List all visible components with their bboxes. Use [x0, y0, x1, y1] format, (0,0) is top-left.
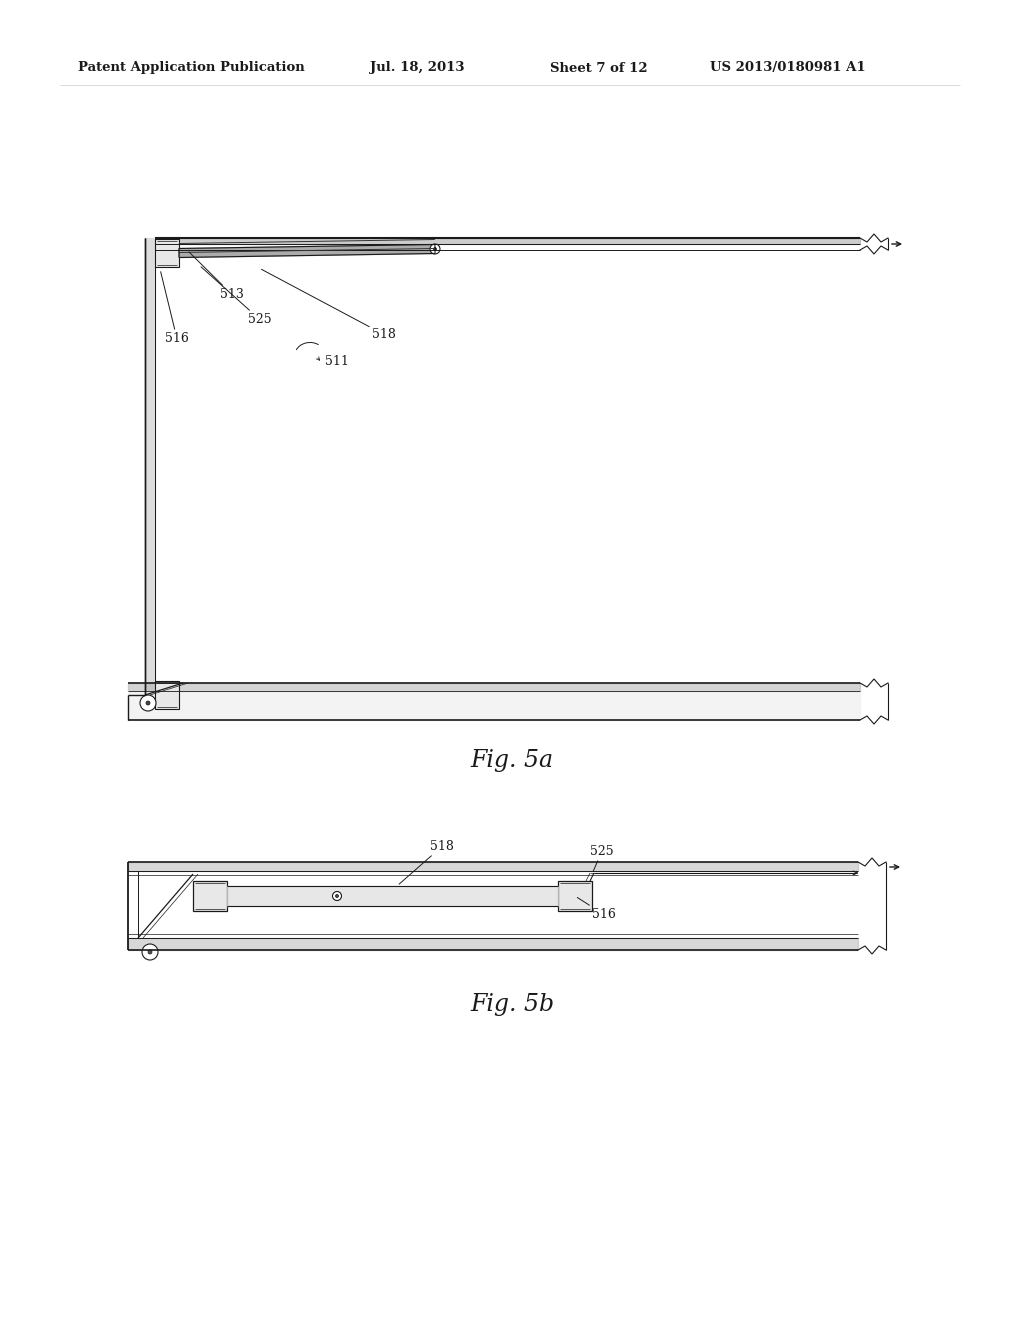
- Text: Sheet 7 of 12: Sheet 7 of 12: [550, 62, 647, 74]
- Text: 516: 516: [161, 272, 188, 345]
- Polygon shape: [128, 682, 860, 690]
- Circle shape: [433, 248, 436, 251]
- Text: US 2013/0180981 A1: US 2013/0180981 A1: [710, 62, 865, 74]
- Circle shape: [333, 891, 341, 900]
- Circle shape: [148, 950, 152, 954]
- Polygon shape: [179, 244, 435, 257]
- Bar: [558, 880, 592, 911]
- Text: 518: 518: [399, 840, 454, 884]
- Circle shape: [430, 244, 440, 253]
- Text: Fig. 5a: Fig. 5a: [470, 748, 554, 771]
- Polygon shape: [128, 862, 858, 871]
- Circle shape: [140, 696, 156, 711]
- Text: 513: 513: [189, 252, 244, 301]
- Bar: [193, 880, 227, 911]
- Circle shape: [142, 944, 158, 960]
- Text: 511: 511: [325, 355, 349, 368]
- Polygon shape: [155, 238, 860, 244]
- Text: 525: 525: [201, 267, 271, 326]
- Circle shape: [336, 895, 339, 898]
- Bar: [155, 681, 179, 709]
- Text: Fig. 5b: Fig. 5b: [470, 994, 554, 1016]
- Circle shape: [146, 701, 150, 705]
- Polygon shape: [227, 886, 558, 906]
- Text: 518: 518: [261, 269, 396, 341]
- Polygon shape: [145, 238, 155, 696]
- Text: 525: 525: [590, 845, 613, 871]
- Bar: [155, 239, 179, 267]
- Text: Patent Application Publication: Patent Application Publication: [78, 62, 305, 74]
- Polygon shape: [128, 939, 858, 950]
- Text: Jul. 18, 2013: Jul. 18, 2013: [370, 62, 465, 74]
- Text: 516: 516: [578, 898, 615, 921]
- Polygon shape: [128, 690, 860, 719]
